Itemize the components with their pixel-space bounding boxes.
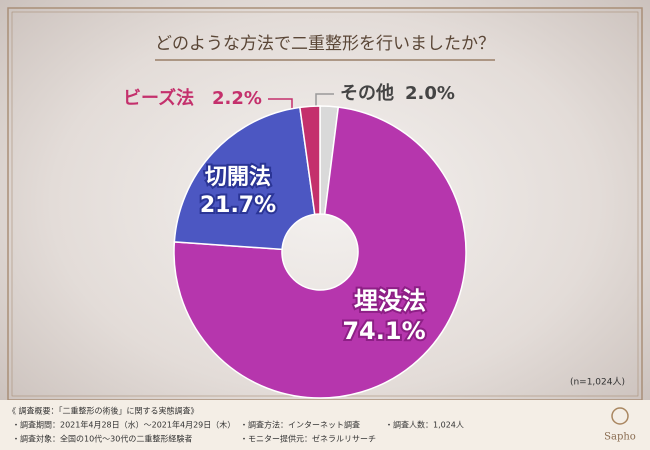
value-label: 74.1% xyxy=(342,317,425,345)
logo-mark xyxy=(611,407,629,425)
value-label: 21.7% xyxy=(200,193,276,218)
value-label: 2.0% xyxy=(405,83,455,104)
slice-label: 切開法 xyxy=(205,165,271,190)
footer-item: ・調査対象：全国の10代～30代の二重整形経験者 xyxy=(12,434,192,444)
slice-label: その他 xyxy=(340,82,394,104)
footer-band xyxy=(0,400,650,450)
chart-title: どのような方法で二重整形を行いましたか？ xyxy=(155,34,495,54)
sample-note: (n=1,024人) xyxy=(570,377,625,388)
slice-label: 埋没法 xyxy=(354,287,426,315)
logo: Sapho xyxy=(604,432,636,443)
slice xyxy=(173,106,467,399)
value-label: 2.2% xyxy=(212,88,262,109)
footer-item: ・モニター提供元：ゼネラルリサーチ xyxy=(240,434,376,444)
slice-label: ビーズ法 xyxy=(123,87,194,109)
footer-heading: 《 調査概要：「二重整形の術後」に関する実態調査》 xyxy=(8,406,199,416)
slice xyxy=(299,105,321,216)
footer-item: ・調査期間：2021年4月28日（水）～2021年4月29日（木） xyxy=(12,420,235,430)
footer-item: ・調査人数：1,024人 xyxy=(385,420,464,430)
footer-item: ・調査方法：インターネット調査 xyxy=(240,420,360,430)
slice xyxy=(173,106,316,251)
